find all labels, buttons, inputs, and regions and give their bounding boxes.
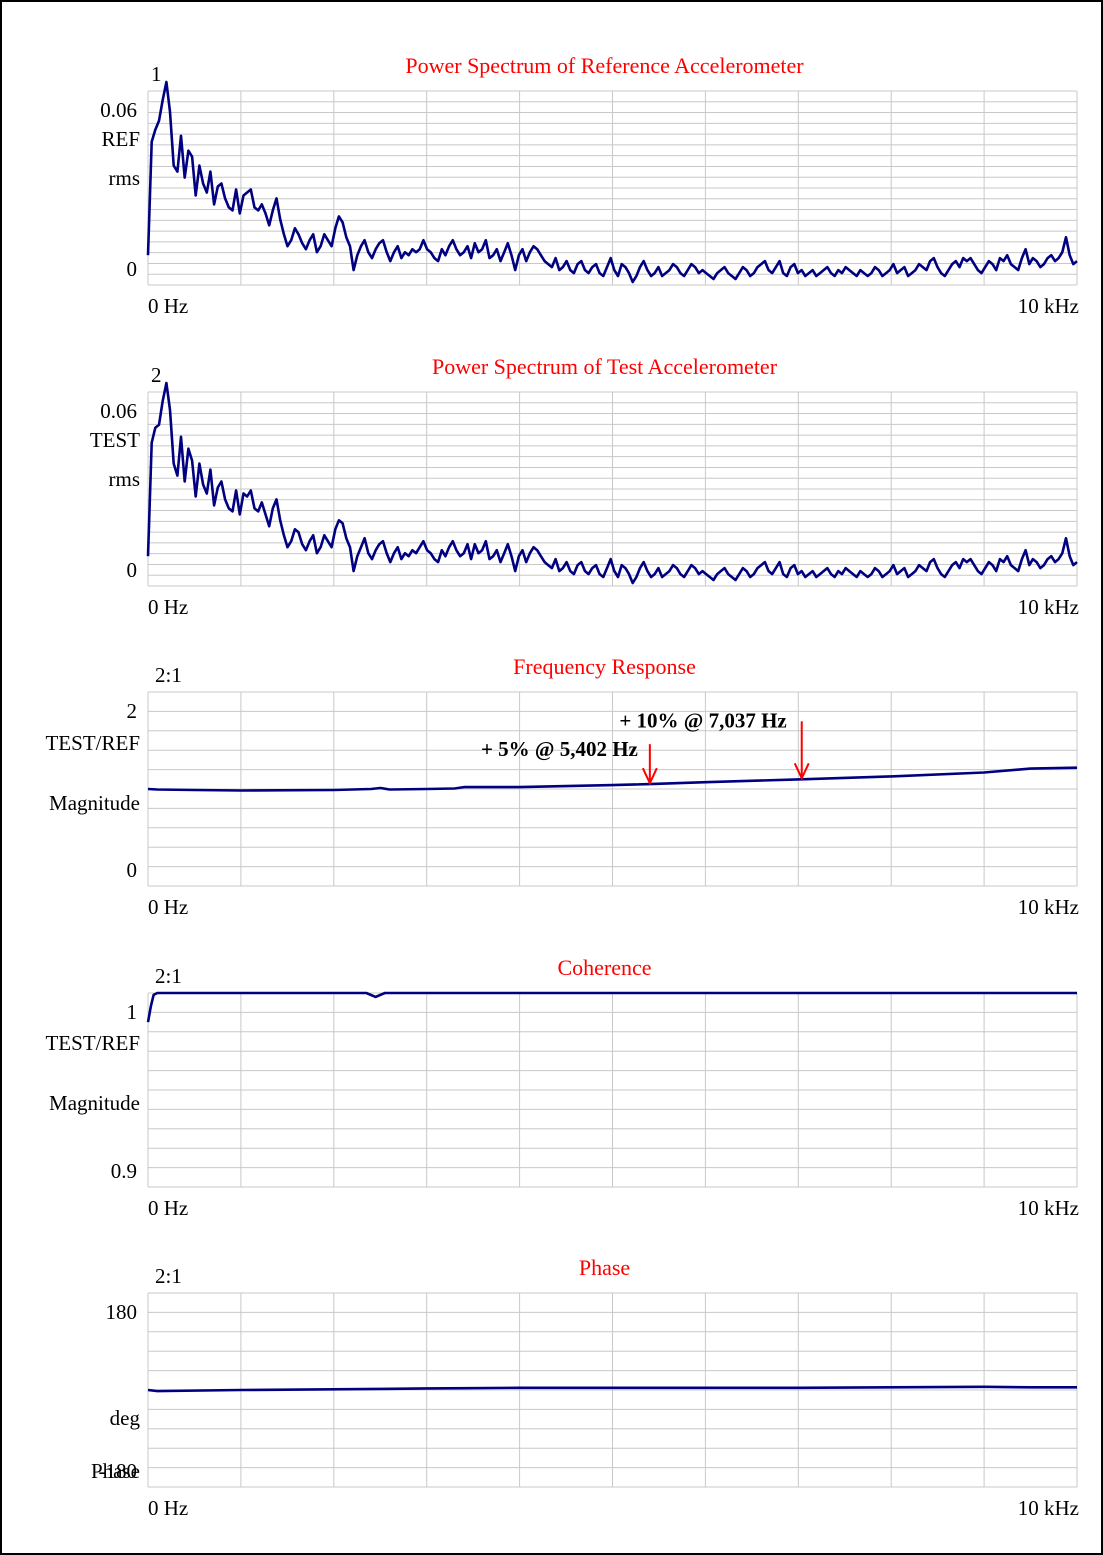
channel-label: 1 [151,62,162,86]
x-tick-label-end: 10 kHz [1018,1496,1079,1520]
annotation-arrowhead [641,767,658,786]
channel-label: 2:1 [155,964,182,988]
grid [147,992,1078,1188]
y-axis-label: Magnitude [49,1091,140,1115]
x-tick-label-start: 0 Hz [148,1196,188,1220]
channel-label: 2:1 [155,1264,182,1288]
chart-panel-1: Power Spectrum of Reference Acceleromete… [100,53,1079,318]
annotation: + 5% @ 5,402 Hz [481,737,658,786]
series-line [147,766,1078,792]
x-tick-label-start: 0 Hz [148,595,188,619]
chart-title: Phase [579,1255,630,1280]
y-tick-label-bottom: -180 [99,1459,138,1483]
annotation: + 10% @ 7,037 Hz [619,708,810,781]
chart-title: Power Spectrum of Reference Acceleromete… [405,53,804,78]
series-line [147,1385,1077,1393]
chart-title: Power Spectrum of Test Accelerometer [432,354,778,379]
x-tick-label-start: 0 Hz [148,895,188,919]
x-tick-label-end: 10 kHz [1018,1196,1079,1220]
y-axis-label: rms [109,166,141,190]
grid [147,691,1078,887]
x-tick-label-start: 0 Hz [148,294,188,318]
channel-label: 2 [151,363,162,387]
y-tick-label-top: 180 [106,1300,138,1324]
x-tick-label-start: 0 Hz [148,1496,188,1520]
chart-panel-4: Coherence 2:1 1 0.9 TEST/REF Magnitude 0 Hz 10 … [45,955,1079,1220]
y-axis-label: REF [101,127,140,151]
chart-title: Coherence [557,955,651,980]
chart-panel-2: Power Spectrum of Test Accelerometer 2 0.0… [90,354,1079,619]
y-tick-label-top: 0.06 [100,98,137,122]
y-axis-label: Magnitude [49,791,140,815]
y-tick-label-bottom: 0 [127,558,138,582]
y-axis-label: deg [110,1406,141,1430]
series-line [146,991,1077,1023]
y-axis-label: TEST [90,428,140,452]
channel-label: 2:1 [155,663,182,687]
chart-panel-3: Frequency Response 2:1 2 0 TEST/REF Magnitude… [45,654,1079,919]
y-axis-label: Phase [91,1459,140,1483]
x-tick-label-end: 10 kHz [1018,595,1079,619]
annotation-label: + 5% @ 5,402 Hz [481,737,638,761]
y-axis-label: TEST/REF [45,1031,140,1055]
grid [147,1292,1078,1488]
y-tick-label-bottom: 0 [127,858,138,882]
x-tick-label-end: 10 kHz [1018,895,1079,919]
x-tick-label-end: 10 kHz [1018,294,1079,318]
y-tick-label-top: 1 [127,1000,138,1024]
chart-panel-5: Phase 2:1 180 -180 deg Phase 0 Hz 10 kHz [91,1255,1079,1520]
annotation-arrowhead [793,762,810,781]
y-tick-label-bottom: 0.9 [111,1159,137,1183]
chart-title: Frequency Response [513,654,696,679]
y-axis-label: rms [109,467,141,491]
series-line [146,80,1078,284]
grid [147,90,1078,286]
series-line [146,381,1078,585]
grid [147,391,1078,587]
annotation-label: + 10% @ 7,037 Hz [619,708,786,732]
y-axis-label: TEST/REF [45,731,140,755]
y-tick-label-bottom: 0 [127,257,138,281]
y-tick-label-top: 0.06 [100,399,137,423]
y-tick-label-top: 2 [127,699,138,723]
